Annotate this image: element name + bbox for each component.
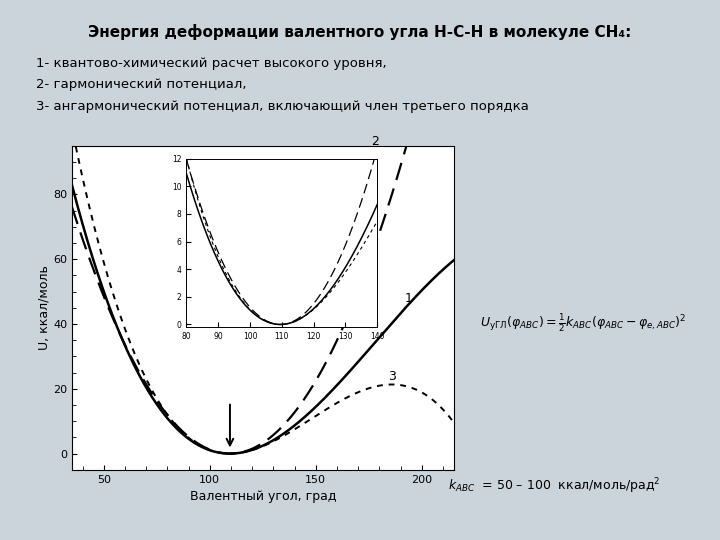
Text: 1: 1 [405, 292, 413, 305]
Text: 2: 2 [372, 135, 379, 148]
Text: $U_{\rm уГЛ}(\varphi_{ABC}) = \frac{1}{2}k_{ABC}(\varphi_{ABC} - \varphi_{e,ABC}: $U_{\rm уГЛ}(\varphi_{ABC}) = \frac{1}{2… [480, 313, 686, 334]
Text: 1- квантово-химический расчет высокого уровня,: 1- квантово-химический расчет высокого у… [36, 57, 387, 70]
Text: Энергия деформации валентного угла Н-С-Н в молекуле СН₄:: Энергия деформации валентного угла Н-С-Н… [89, 24, 631, 40]
Text: 3: 3 [388, 370, 396, 383]
X-axis label: Валентный угол, град: Валентный угол, град [189, 490, 336, 503]
Y-axis label: U, ккал/моль: U, ккал/моль [37, 265, 50, 350]
Text: $k_{ABC}$  = 50 – 100  ккал/моль/рад$^2$: $k_{ABC}$ = 50 – 100 ккал/моль/рад$^2$ [448, 476, 661, 496]
Text: 2- гармонический потенциал,: 2- гармонический потенциал, [36, 78, 246, 91]
Text: 3- ангармонический потенциал, включающий член третьего порядка: 3- ангармонический потенциал, включающий… [36, 100, 529, 113]
